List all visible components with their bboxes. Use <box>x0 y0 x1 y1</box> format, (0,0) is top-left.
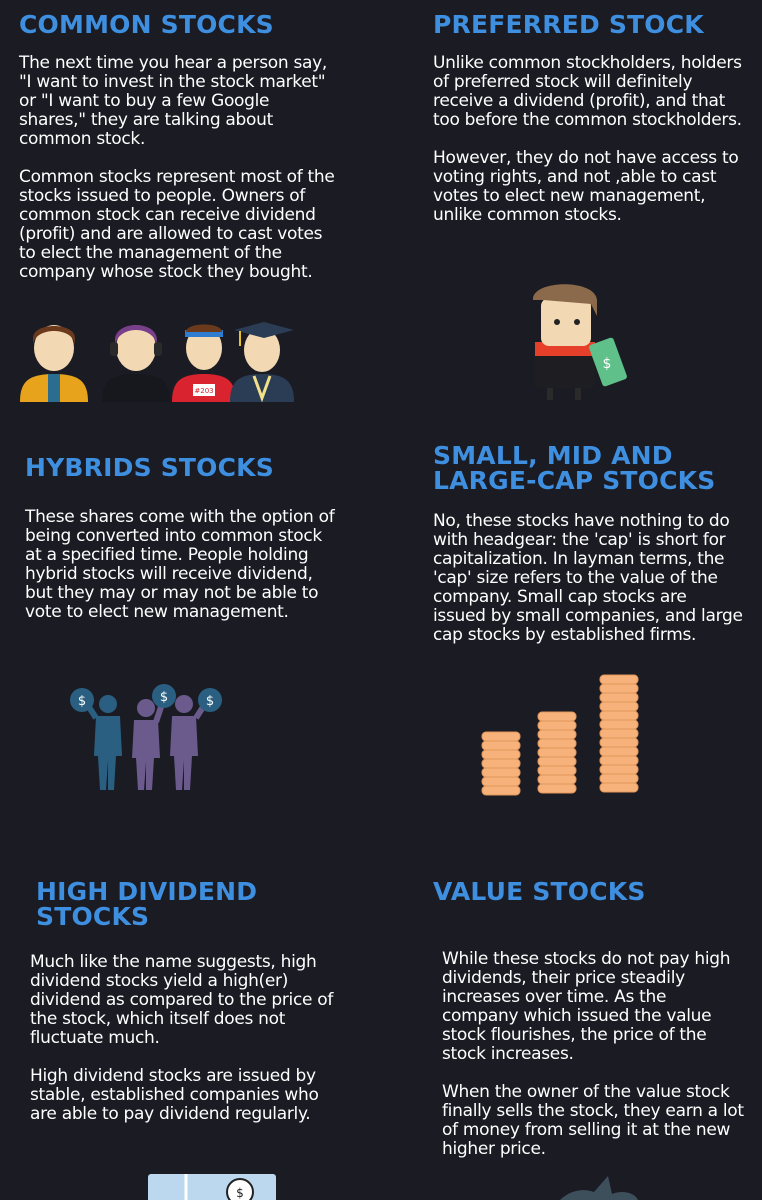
section-title-line-2: STOCKS <box>36 902 150 931</box>
section-paragraph: However, they do not have access to voti… <box>433 148 739 225</box>
person-graduate <box>230 322 294 403</box>
section-title: COMMON STOCKS <box>19 10 274 39</box>
money-symbol: $ <box>78 694 86 709</box>
money-symbol: $ <box>206 694 214 709</box>
money-bag-icon: $ <box>152 684 176 708</box>
coin-stacks-icon <box>481 674 639 796</box>
people-group-icon: #203 <box>20 322 294 403</box>
money-bag-building-icon: $ <box>148 1174 276 1200</box>
section-title: HYBRIDS STOCKS <box>25 453 274 482</box>
section-common-stocks: COMMON STOCKS The next time you hear a p… <box>19 12 339 282</box>
section-title: VALUE STOCKS <box>433 877 646 906</box>
section-preferred-stock: PREFERRED STOCK Unlike common stockholde… <box>433 12 743 225</box>
money-symbol: $ <box>236 1186 244 1200</box>
money-symbol: $ <box>160 690 168 705</box>
section-high-dividend-stocks: HIGH DIVIDEND STOCKS <box>36 879 336 929</box>
section-high-dividend-body: Much like the name suggests, high divide… <box>30 953 335 1124</box>
coin-stack-medium <box>537 711 577 794</box>
coin-stack-large <box>599 674 639 793</box>
coin-stack-small <box>481 731 521 796</box>
person-with-bag <box>132 697 167 790</box>
section-paragraph: High dividend stocks are issued by stabl… <box>30 1066 319 1124</box>
money-bag-icon: $ <box>198 688 222 712</box>
section-paragraph: When the owner of the value stock finall… <box>442 1082 744 1159</box>
section-paragraph: Unlike common stockholders, holders of p… <box>433 53 742 130</box>
person-worker <box>20 325 88 402</box>
section-hybrids-stocks: HYBRIDS STOCKS These shares come with th… <box>25 455 335 622</box>
money-bag-icon: $ <box>70 688 94 712</box>
people-with-money-bags-icon: $ $ $ <box>70 684 222 790</box>
money-symbol: $ <box>603 356 612 372</box>
money-bag-icon: $ <box>226 1178 254 1200</box>
section-title-line-1: SMALL, MID AND <box>433 441 673 470</box>
section-value-body: While these stocks do not pay high divid… <box>442 950 747 1159</box>
section-value-stocks: VALUE STOCKS <box>433 879 743 904</box>
bib-number: #203 <box>194 387 213 395</box>
section-paragraph: These shares come with the option of bei… <box>25 507 335 622</box>
section-paragraph: Common stocks represent most of the stoc… <box>19 167 335 282</box>
section-title-line-1: HIGH DIVIDEND <box>36 877 258 906</box>
section-paragraph: No, these stocks have nothing to do with… <box>433 511 743 645</box>
section-paragraph: While these stocks do not pay high divid… <box>442 949 731 1064</box>
section-paragraph: The next time you hear a person say, "I … <box>19 53 328 149</box>
growth-plant-icon <box>560 1176 638 1200</box>
section-title: PREFERRED STOCK <box>433 10 704 39</box>
section-cap-stocks: SMALL, MID AND LARGE-CAP STOCKS No, thes… <box>433 443 743 645</box>
section-paragraph: Much like the name suggests, high divide… <box>30 952 334 1048</box>
person-runner: #203 <box>172 324 236 402</box>
man-holding-money-icon: $ <box>532 284 627 400</box>
section-title-line-2: LARGE-CAP STOCKS <box>433 466 716 495</box>
person-headphones <box>102 325 170 402</box>
money-bill-icon: $ <box>589 337 627 387</box>
